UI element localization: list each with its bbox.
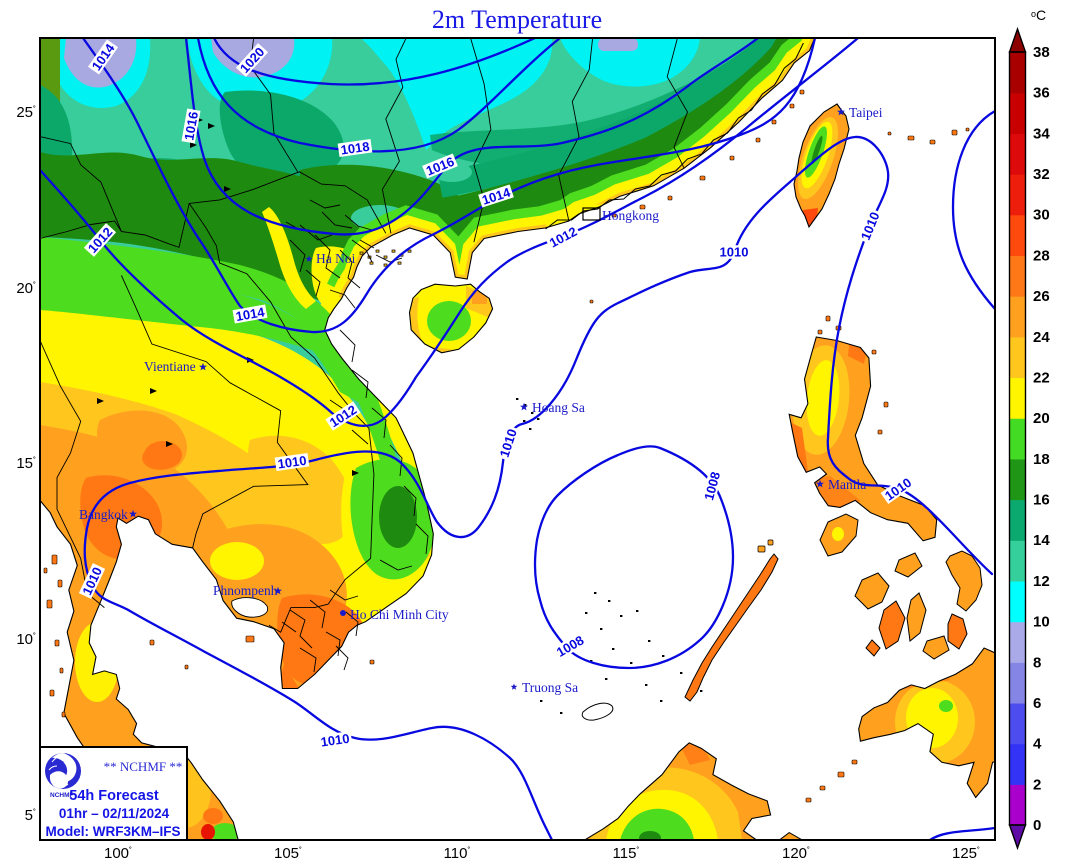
svg-text:15˚: 15˚ (16, 455, 36, 472)
svg-text:0: 0 (1033, 817, 1041, 834)
svg-text:Bangkok: Bangkok (79, 507, 128, 522)
svg-text:4: 4 (1033, 736, 1042, 753)
svg-text:38: 38 (1033, 44, 1050, 61)
svg-text:115˚: 115˚ (613, 845, 640, 862)
svg-text:Ha Noi: Ha Noi (316, 251, 356, 266)
svg-text:16: 16 (1033, 492, 1050, 509)
svg-text:54h Forecast: 54h Forecast (69, 788, 159, 804)
svg-text:26: 26 (1033, 288, 1050, 305)
svg-text:25˚: 25˚ (16, 104, 36, 121)
svg-text:oC: oC (1031, 7, 1046, 23)
svg-text:120˚: 120˚ (782, 845, 810, 862)
svg-text:32: 32 (1033, 166, 1050, 183)
svg-text:18: 18 (1033, 451, 1050, 468)
svg-text:Vientiane: Vientiane (144, 359, 196, 374)
svg-text:1010: 1010 (720, 245, 749, 260)
svg-text:1010: 1010 (277, 453, 308, 472)
svg-text:24: 24 (1033, 329, 1050, 346)
svg-text:20: 20 (1033, 410, 1050, 427)
svg-text:Truong Sa: Truong Sa (522, 680, 578, 695)
svg-text:Ho Chi Minh City: Ho Chi Minh City (350, 607, 449, 622)
svg-text:28: 28 (1033, 247, 1050, 264)
svg-text:10˚: 10˚ (16, 631, 36, 648)
svg-text:14: 14 (1033, 532, 1050, 549)
svg-text:Taipei: Taipei (849, 105, 883, 120)
svg-text:1016: 1016 (181, 110, 201, 141)
svg-text:110˚: 110˚ (444, 845, 471, 862)
svg-text:1008: 1008 (701, 470, 723, 502)
svg-text:12: 12 (1033, 573, 1050, 590)
svg-text:36: 36 (1033, 85, 1050, 102)
svg-text:1014: 1014 (234, 304, 266, 324)
svg-text:1018: 1018 (340, 139, 371, 158)
svg-text:100˚: 100˚ (104, 845, 132, 862)
svg-text:22: 22 (1033, 370, 1050, 387)
svg-text:Hoang Sa: Hoang Sa (532, 400, 585, 415)
svg-text:20˚: 20˚ (16, 280, 36, 297)
svg-text:01hr – 02/11/2024: 01hr – 02/11/2024 (59, 806, 170, 821)
svg-text:2: 2 (1033, 776, 1041, 793)
svg-text:Phnompenh: Phnompenh (213, 583, 278, 598)
svg-text:30: 30 (1033, 207, 1050, 224)
svg-text:8: 8 (1033, 654, 1041, 671)
svg-text:125˚: 125˚ (952, 845, 980, 862)
svg-text:NCHMF: NCHMF (50, 792, 73, 799)
svg-text:Manila: Manila (828, 477, 866, 492)
svg-text:Model: WRF3KM–IFS: Model: WRF3KM–IFS (46, 824, 181, 839)
svg-text:1010: 1010 (320, 731, 351, 750)
svg-text:** NCHMF **: ** NCHMF ** (104, 759, 183, 774)
svg-text:Hongkong: Hongkong (602, 208, 659, 223)
svg-text:5˚: 5˚ (25, 807, 36, 824)
svg-text:10: 10 (1033, 614, 1050, 631)
svg-text:2m Temperature: 2m Temperature (432, 5, 602, 34)
svg-text:6: 6 (1033, 695, 1041, 712)
svg-text:34: 34 (1033, 125, 1050, 142)
svg-text:105˚: 105˚ (274, 845, 302, 862)
